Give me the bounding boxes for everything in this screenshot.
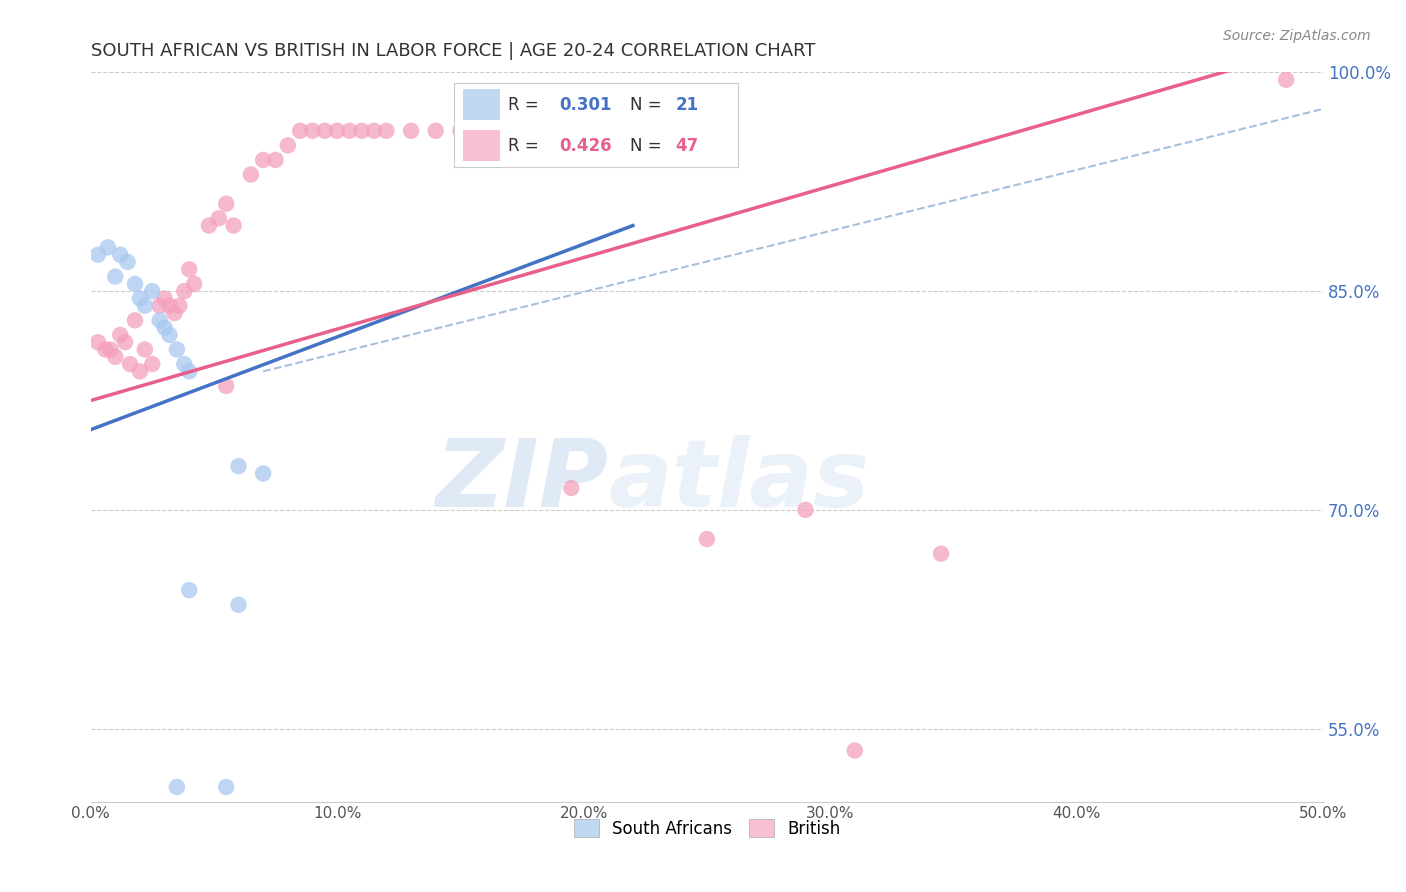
Point [288, 124, 311, 138]
Point [94, 343, 117, 357]
Point [98, 343, 121, 357]
Point [560, 481, 582, 495]
Point [108, 327, 131, 342]
Point [97, 240, 120, 254]
Point [523, 124, 546, 138]
Point [134, 299, 156, 313]
Point [129, 364, 152, 378]
Point [228, 459, 250, 474]
Point [498, 124, 520, 138]
Point [124, 313, 146, 327]
Point [339, 124, 361, 138]
Point [163, 306, 186, 320]
Point [375, 124, 398, 138]
Point [929, 547, 952, 561]
Point [228, 598, 250, 612]
Point [277, 138, 299, 153]
Point [449, 124, 471, 138]
Point [179, 262, 201, 277]
Point [173, 284, 195, 298]
Text: atlas: atlas [609, 434, 869, 527]
Point [124, 277, 146, 291]
Point [173, 357, 195, 371]
Point [169, 299, 191, 313]
Point [239, 168, 262, 182]
Point [159, 299, 181, 313]
Point [425, 124, 447, 138]
Point [696, 532, 718, 546]
Point [141, 357, 163, 371]
Point [159, 327, 181, 342]
Text: SOUTH AFRICAN VS BRITISH IN LABOR FORCE | AGE 20-24 CORRELATION CHART: SOUTH AFRICAN VS BRITISH IN LABOR FORCE … [90, 42, 815, 60]
Point [794, 503, 817, 517]
Point [120, 357, 142, 371]
Point [149, 313, 172, 327]
Text: ZIP: ZIP [436, 434, 609, 527]
Point [844, 743, 866, 757]
Point [179, 364, 201, 378]
Point [104, 350, 127, 364]
Point [166, 780, 188, 794]
Point [252, 467, 274, 481]
Point [179, 583, 201, 598]
Point [87, 335, 110, 350]
Point [141, 284, 163, 298]
Point [215, 196, 238, 211]
Point [104, 269, 127, 284]
Point [222, 219, 245, 233]
Point [208, 211, 231, 226]
Point [264, 153, 287, 167]
Legend: South Africans, British: South Africans, British [567, 813, 846, 845]
Point [183, 277, 205, 291]
Point [326, 124, 349, 138]
Point [117, 255, 139, 269]
Point [301, 124, 323, 138]
Point [114, 335, 136, 350]
Point [474, 124, 496, 138]
Point [215, 379, 238, 393]
Point [87, 248, 110, 262]
Point [363, 124, 385, 138]
Point [134, 343, 156, 357]
Point [314, 124, 336, 138]
Point [153, 320, 176, 334]
Point [166, 343, 188, 357]
Point [215, 780, 238, 794]
Point [108, 248, 131, 262]
Point [198, 219, 221, 233]
Point [252, 153, 274, 167]
Point [350, 124, 373, 138]
Point [153, 292, 176, 306]
Point [1275, 72, 1298, 87]
Text: Source: ZipAtlas.com: Source: ZipAtlas.com [1223, 29, 1371, 44]
Point [129, 292, 152, 306]
Point [399, 124, 422, 138]
Point [149, 299, 172, 313]
